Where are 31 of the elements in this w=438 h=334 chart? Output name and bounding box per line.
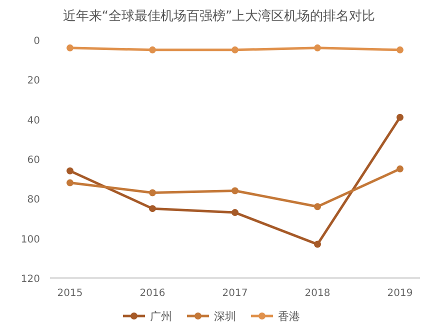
point [66, 167, 74, 174]
legend-label: 广州 [150, 310, 172, 323]
point [396, 165, 404, 172]
point [314, 203, 321, 210]
point [232, 187, 238, 194]
point [396, 114, 404, 121]
point [232, 209, 238, 216]
x-tick-label: 2015 [57, 288, 83, 299]
x-tick-label: 2018 [304, 288, 330, 299]
point [314, 240, 321, 248]
point [66, 179, 74, 186]
point [149, 189, 156, 196]
x-tick-label: 2019 [387, 288, 413, 299]
point [66, 44, 74, 52]
point [314, 44, 321, 52]
point [396, 46, 404, 54]
y-tick-label: 60 [27, 155, 40, 166]
legend-label: 香港 [278, 310, 300, 323]
x-tick-label: 2016 [140, 288, 166, 299]
y-tick-label: 0 [34, 36, 40, 47]
point [232, 46, 238, 54]
y-tick-label: 80 [27, 194, 40, 206]
y-tick-label: 40 [27, 115, 40, 126]
point [149, 205, 156, 212]
point [149, 46, 156, 54]
legend-label: 深圳 [214, 310, 236, 323]
y-tick-label: 120 [20, 274, 40, 285]
y-tick-label: 20 [27, 76, 40, 87]
x-tick-label: 2017 [222, 288, 248, 299]
y-tick-label: 100 [20, 234, 40, 246]
chart-title: 近年来“全球最佳机场百强榜”上大湾区机场的排名对比 [62, 8, 376, 24]
